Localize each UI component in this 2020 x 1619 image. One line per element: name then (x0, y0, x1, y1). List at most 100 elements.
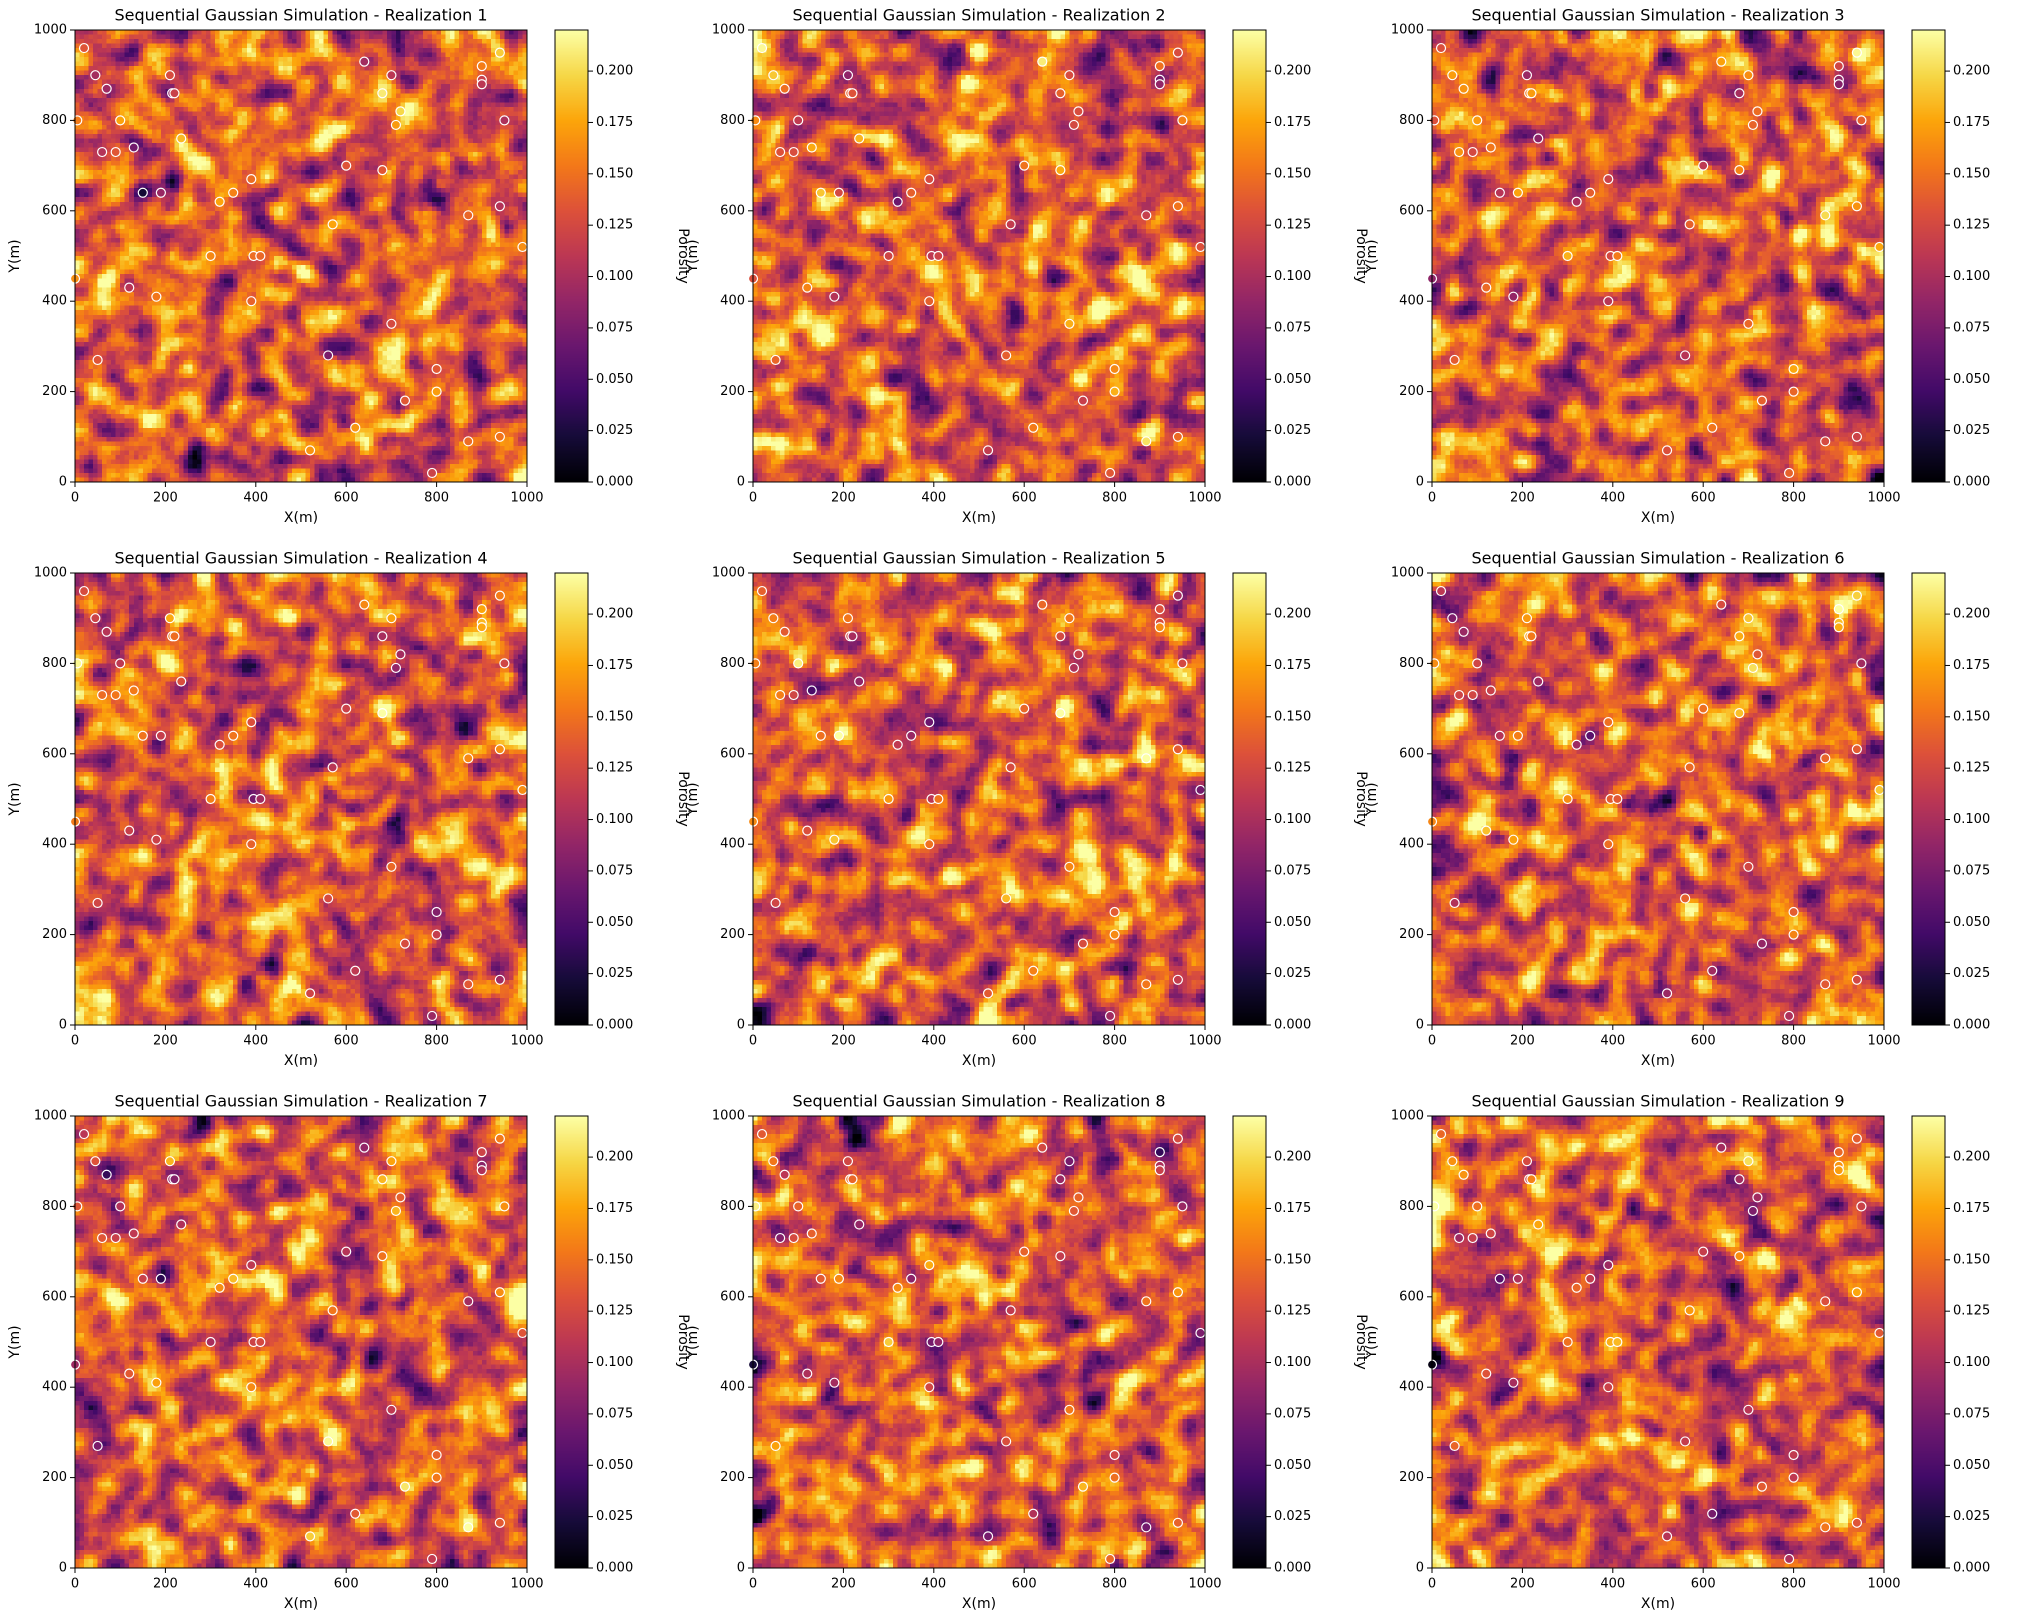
well-marker (1856, 658, 1867, 669)
well-marker (304, 1531, 316, 1542)
y-tick-label: 600 (1399, 746, 1424, 761)
well-marker (377, 708, 388, 719)
y-tick-label: 800 (720, 1199, 745, 1214)
well-marker (169, 1174, 180, 1185)
well-marker (431, 386, 442, 397)
well-marker (463, 753, 474, 764)
x-tick-label: 600 (334, 491, 359, 506)
well-marker (1019, 703, 1030, 714)
x-tick-label: 800 (1102, 1577, 1127, 1592)
well-marker (892, 739, 903, 750)
well-marker (1820, 210, 1831, 221)
well-marker (1571, 1282, 1582, 1293)
plot-frame (74, 29, 528, 483)
well-marker (101, 83, 112, 94)
y-axis-label: Y(m) (1364, 782, 1380, 816)
well-marker (1141, 1296, 1152, 1307)
well-marker (1467, 1232, 1478, 1244)
well-marker (1154, 622, 1165, 633)
x-tick-label: 1000 (1188, 1034, 1221, 1049)
well-marker (1141, 436, 1152, 447)
well-marker (892, 1282, 903, 1293)
well-marker (1585, 730, 1596, 741)
colorbar (555, 573, 588, 1025)
well-marker (854, 1219, 865, 1230)
well-marker (1820, 436, 1831, 447)
panel-realization-3: Sequential Gaussian Simulation - Realiza… (1364, 6, 1990, 527)
well-marker (377, 1174, 388, 1185)
well-marker (1172, 974, 1183, 985)
well-marker (1756, 938, 1768, 949)
well-marker (1064, 861, 1075, 872)
colorbar-tick-label: 0.125 (1274, 218, 1311, 233)
well-marker (155, 730, 166, 741)
well-marker (304, 988, 316, 999)
y-axis-label: Y(m) (685, 782, 701, 816)
x-tick-label: 400 (243, 1577, 268, 1592)
well-marker (137, 730, 148, 741)
well-marker (110, 689, 121, 701)
y-tick-label: 1000 (34, 1109, 67, 1124)
well-marker (97, 1232, 108, 1244)
colorbar-tick-label: 0.050 (596, 372, 633, 387)
well-marker (768, 1156, 779, 1167)
well-marker (92, 1440, 103, 1452)
colorbar-label: Porosity (1353, 771, 1369, 826)
well-marker (1172, 590, 1183, 601)
well-marker (1526, 1174, 1537, 1185)
well-marker (1521, 70, 1533, 81)
colorbar-tick-label: 0.125 (1953, 218, 1990, 233)
well-marker (982, 988, 994, 999)
well-marker (1068, 662, 1080, 674)
porosity-heatmap (1432, 30, 1884, 482)
well-marker (494, 47, 505, 58)
colorbar-tick-label: 0.125 (596, 218, 633, 233)
colorbar-tick-label: 0.150 (1953, 1252, 1990, 1267)
well-marker (246, 174, 257, 185)
well-marker (323, 350, 334, 361)
x-axis-label: X(m) (1641, 1053, 1675, 1069)
well-marker (494, 431, 505, 442)
y-tick-label: 0 (1416, 1018, 1424, 1033)
well-marker (499, 658, 510, 669)
well-marker (1141, 753, 1152, 764)
well-marker (115, 1201, 126, 1212)
colorbar-tick-label: 0.150 (1274, 1252, 1311, 1267)
x-tick-label: 600 (1012, 1577, 1037, 1592)
y-tick-label: 200 (42, 384, 67, 399)
well-marker (124, 282, 135, 293)
well-marker (169, 88, 180, 99)
colorbar-tick-label: 0.075 (1274, 863, 1311, 878)
well-marker (1734, 88, 1745, 99)
x-tick-label: 0 (749, 491, 757, 506)
plot-frame (752, 29, 1206, 483)
well-marker (377, 165, 388, 176)
colorbar-tick-label: 0.050 (596, 915, 633, 930)
colorbar-tick-label: 0.000 (596, 1561, 633, 1576)
well-marker (1734, 708, 1745, 719)
well-marker (350, 422, 361, 433)
x-tick-label: 0 (749, 1577, 757, 1592)
well-marker (1109, 363, 1120, 375)
well-marker (1458, 1169, 1469, 1180)
well-marker (854, 133, 865, 144)
well-marker (1833, 79, 1844, 90)
well-marker (1172, 201, 1183, 212)
well-marker (1141, 979, 1152, 990)
well-marker (1195, 784, 1206, 796)
x-tick-label: 1000 (510, 491, 543, 506)
y-axis-label: Y(m) (685, 239, 701, 273)
x-tick-label: 400 (243, 1034, 268, 1049)
well-marker (255, 1336, 266, 1348)
well-marker (1064, 318, 1075, 329)
well-marker (164, 70, 176, 81)
y-tick-label: 200 (42, 1470, 67, 1485)
well-marker (806, 685, 817, 696)
colorbar-tick-label: 0.050 (1953, 915, 1990, 930)
chart-title: Sequential Gaussian Simulation - Realiza… (792, 1092, 1165, 1111)
well-marker (246, 717, 257, 728)
well-marker (1752, 1192, 1763, 1203)
well-marker (1684, 762, 1695, 773)
well-marker (431, 1472, 442, 1483)
well-marker (829, 834, 840, 845)
